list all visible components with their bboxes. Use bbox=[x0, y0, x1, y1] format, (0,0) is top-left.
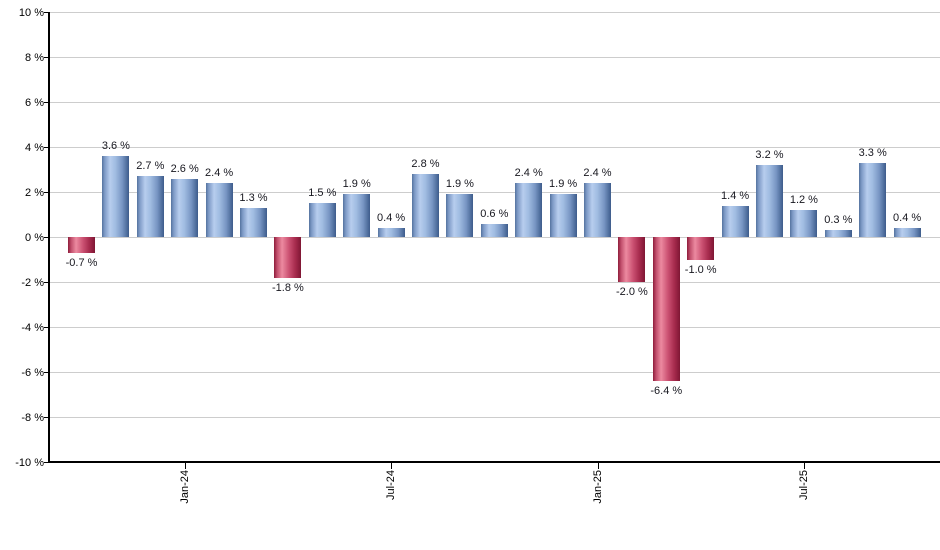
y-tick-mark bbox=[44, 237, 48, 238]
y-tick-mark bbox=[44, 147, 48, 148]
bar-value-label: 1.5 % bbox=[308, 187, 337, 200]
bar-positive bbox=[102, 156, 130, 237]
y-tick-label: -10 % bbox=[15, 457, 44, 469]
gridline bbox=[50, 282, 940, 283]
gridline bbox=[50, 102, 940, 103]
y-tick-label: -8 % bbox=[21, 412, 44, 424]
bar-value-label: 0.3 % bbox=[824, 214, 853, 227]
x-tick-label: Jul-24 bbox=[385, 470, 398, 500]
bar-value-label: -0.7 % bbox=[65, 256, 98, 269]
y-tick-mark bbox=[44, 102, 48, 103]
bar-value-label: 1.4 % bbox=[721, 189, 750, 202]
y-tick-label: 2 % bbox=[25, 187, 44, 199]
bar-positive bbox=[584, 183, 611, 237]
gridline bbox=[50, 147, 940, 148]
bar-positive bbox=[308, 203, 336, 237]
bar-positive bbox=[790, 210, 818, 237]
bar-value-label: 3.3 % bbox=[858, 146, 887, 159]
bar-positive bbox=[377, 228, 405, 237]
bar-positive bbox=[446, 194, 474, 237]
y-tick-mark bbox=[44, 327, 48, 328]
bar-value-label: -6.4 % bbox=[650, 385, 683, 397]
bar-positive bbox=[412, 174, 439, 237]
gridline bbox=[50, 237, 940, 238]
x-tick-label: Jul-25 bbox=[797, 470, 810, 500]
bar-negative bbox=[652, 237, 680, 381]
x-tick-mark bbox=[184, 463, 186, 469]
y-axis-line bbox=[48, 12, 50, 463]
bar-positive bbox=[136, 176, 164, 237]
bar-positive bbox=[756, 165, 783, 237]
bar-value-label: 0.4 % bbox=[893, 212, 922, 224]
y-tick-label: 4 % bbox=[25, 142, 44, 154]
bar-value-label: 3.2 % bbox=[755, 149, 784, 161]
x-tick-mark bbox=[391, 463, 393, 469]
bar-value-label: 3.6 % bbox=[101, 140, 130, 152]
bar-value-label: 0.6 % bbox=[480, 207, 509, 220]
y-tick-label: -2 % bbox=[21, 277, 44, 289]
bar-value-label: 0.4 % bbox=[377, 212, 406, 224]
bar-positive bbox=[549, 194, 577, 237]
bar-value-label: 1.9 % bbox=[342, 178, 371, 191]
bar-positive bbox=[205, 183, 233, 237]
bar-negative bbox=[687, 237, 715, 260]
bar-value-label: 2.4 % bbox=[583, 167, 612, 179]
bar-negative bbox=[618, 237, 646, 282]
y-tick-label: 8 % bbox=[25, 52, 44, 64]
bar-positive bbox=[721, 205, 749, 237]
gridline bbox=[50, 12, 940, 13]
bar-value-label: 2.4 % bbox=[514, 167, 543, 179]
y-tick-label: -6 % bbox=[21, 367, 44, 379]
y-tick-mark bbox=[44, 417, 48, 418]
bar-positive bbox=[343, 194, 371, 237]
bar-value-label: 2.6 % bbox=[170, 162, 199, 175]
y-tick-label: 0 % bbox=[25, 232, 44, 244]
bar-value-label: -2.0 % bbox=[615, 286, 648, 298]
y-tick-label: 6 % bbox=[25, 97, 44, 109]
x-tick-label: Jan-24 bbox=[178, 470, 191, 504]
bar-positive bbox=[515, 183, 543, 237]
y-tick-label: 10 % bbox=[18, 7, 44, 19]
bar-positive bbox=[480, 223, 508, 237]
bar-positive bbox=[859, 162, 887, 237]
bar-positive bbox=[240, 207, 267, 237]
y-tick-mark bbox=[44, 462, 48, 463]
y-tick-mark bbox=[44, 282, 48, 283]
y-tick-mark bbox=[44, 57, 48, 58]
bar-value-label: 2.7 % bbox=[136, 160, 165, 173]
gridline bbox=[50, 417, 940, 418]
bar-value-label: -1.0 % bbox=[684, 263, 717, 276]
bar-negative bbox=[68, 237, 95, 253]
bar-value-label: 1.9 % bbox=[549, 178, 578, 191]
gridline bbox=[50, 57, 940, 58]
y-tick-label: -4 % bbox=[21, 322, 44, 334]
x-tick-mark bbox=[803, 463, 805, 469]
bar-value-label: 2.4 % bbox=[205, 167, 234, 179]
bar-value-label: -1.8 % bbox=[271, 281, 304, 294]
bar-value-label: 1.3 % bbox=[239, 191, 268, 204]
y-tick-mark bbox=[44, 372, 48, 373]
bar-positive bbox=[893, 228, 921, 237]
y-tick-mark bbox=[44, 12, 48, 13]
bar-value-label: 1.2 % bbox=[789, 194, 818, 206]
y-tick-mark bbox=[44, 192, 48, 193]
x-tick-mark bbox=[597, 463, 599, 469]
x-axis-line bbox=[48, 461, 940, 463]
bar-value-label: 2.8 % bbox=[411, 158, 440, 170]
bar-positive bbox=[824, 230, 852, 237]
gridline bbox=[50, 192, 940, 193]
bar-value-label: 1.9 % bbox=[445, 178, 474, 191]
gridline bbox=[50, 327, 940, 328]
bar-negative bbox=[274, 237, 302, 278]
x-tick-label: Jan-25 bbox=[591, 470, 604, 504]
bar-positive bbox=[171, 178, 199, 237]
gridline bbox=[50, 372, 940, 373]
